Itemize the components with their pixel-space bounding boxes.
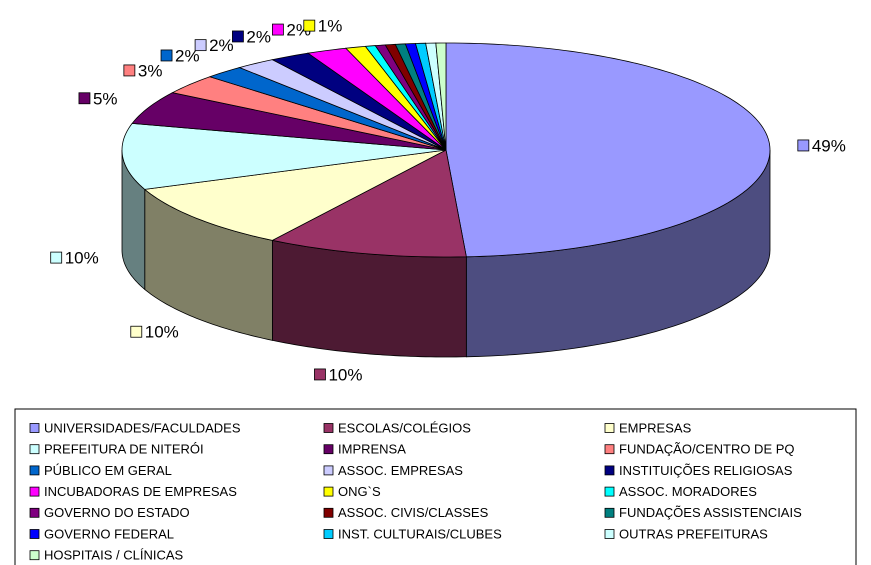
- legend-key: [323, 486, 334, 497]
- legend-key: [29, 444, 40, 455]
- legend-label: GOVERNO FEDERAL: [44, 526, 174, 541]
- slice: [238, 59, 447, 151]
- legend-label: ONG`S: [338, 484, 381, 499]
- legend-key: [29, 423, 40, 433]
- legend-label: ASSOC. EMPRESAS: [338, 463, 463, 478]
- slice: [171, 76, 447, 151]
- label-key: [194, 39, 207, 52]
- slice: [208, 67, 447, 151]
- legend-label: ASSOC. MORADORES: [619, 484, 757, 499]
- label-key: [130, 325, 143, 338]
- slice-side: [271, 239, 467, 358]
- legend-box: [14, 408, 857, 565]
- data-label: 5%: [93, 89, 118, 108]
- legend-key: [604, 529, 615, 539]
- slice: [121, 122, 447, 190]
- legend-key: [29, 486, 40, 497]
- legend-key: [604, 423, 615, 433]
- legend-key: [323, 507, 334, 518]
- legend-key: [323, 529, 334, 539]
- label-key: [314, 368, 326, 381]
- legend-key: [604, 486, 615, 497]
- data-label: 1%: [318, 17, 343, 36]
- legend-label: IMPRENSA: [338, 442, 406, 457]
- legend-label: INST. CULTURAIS/CLUBES: [338, 526, 502, 541]
- label-key: [272, 23, 284, 36]
- data-label: 10%: [145, 323, 179, 342]
- legend-label: INCUBADORAS DE EMPRESAS: [44, 484, 237, 499]
- legend-key: [29, 507, 40, 518]
- data-label: 49%: [812, 136, 846, 155]
- legend-label: PÚBLICO EM GERAL: [44, 463, 172, 478]
- label-key: [78, 92, 91, 105]
- legend-key: [29, 465, 40, 476]
- label-key: [123, 64, 136, 77]
- slice: [143, 149, 447, 241]
- legend-key: [604, 465, 615, 476]
- label-key: [303, 19, 316, 32]
- slice: [271, 52, 447, 151]
- legend-key: [604, 444, 615, 455]
- slice: [131, 92, 447, 151]
- legend-label: EMPRESAS: [619, 420, 692, 435]
- data-label: 3%: [138, 61, 163, 80]
- legend-label: PREFEITURA DE NITERÓI: [44, 442, 204, 457]
- legend-key: [323, 444, 334, 455]
- legend-label: UNIVERSIDADES/FACULDADES: [44, 420, 241, 435]
- data-label: 2%: [209, 36, 234, 55]
- legend-key: [604, 507, 615, 518]
- legend-key: [29, 529, 40, 539]
- slice: [271, 149, 467, 258]
- legend-label: HOSPITAIS / CLÍNICAS: [44, 548, 184, 563]
- slice: [435, 42, 447, 151]
- slice: [307, 47, 447, 151]
- data-label: 2%: [175, 46, 200, 65]
- label-key: [797, 139, 810, 152]
- label-key: [160, 49, 173, 62]
- legend-label: FUNDAÇÕES ASSISTENCIAIS: [619, 505, 802, 520]
- legend-key: [29, 550, 40, 561]
- legend-key: [323, 423, 334, 433]
- legend-label: GOVERNO DO ESTADO: [44, 505, 190, 520]
- legend-label: OUTRAS PREFEITURAS: [619, 526, 768, 541]
- legend-label: ASSOC. CIVIS/CLASSES: [338, 505, 489, 520]
- label-key: [232, 30, 244, 43]
- legend-label: INSTITUIÇÕES RELIGIOSAS: [619, 463, 793, 478]
- legend-label: FUNDAÇÃO/CENTRO DE PQ: [619, 442, 795, 457]
- slice: [445, 42, 771, 258]
- data-label: 10%: [328, 365, 362, 384]
- data-label: 10%: [65, 249, 99, 268]
- legend-label: ESCOLAS/COLÉGIOS: [338, 420, 471, 435]
- data-label: 2%: [246, 27, 271, 46]
- label-key: [50, 251, 63, 264]
- legend-key: [323, 465, 334, 476]
